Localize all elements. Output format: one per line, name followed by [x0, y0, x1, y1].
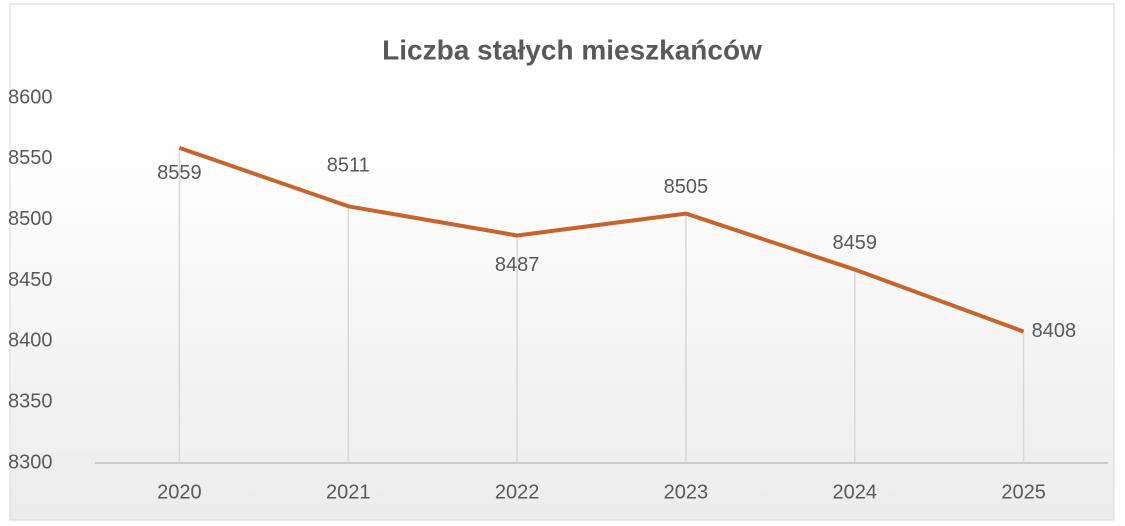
data-label: 8459 [833, 232, 878, 254]
data-label: 8511 [327, 155, 370, 177]
data-label: 8487 [495, 254, 540, 276]
line [178, 145, 1025, 334]
x-tick-label: 2021 [326, 481, 371, 503]
y-tick-label: 8450 [8, 269, 53, 291]
chart-title: Liczba stałych mieszkańców [382, 34, 762, 65]
x-tick-label: 2022 [495, 481, 540, 503]
y-tick-label: 8550 [8, 147, 53, 169]
data-label: 8559 [157, 162, 202, 184]
x-tick-label: 2025 [1001, 481, 1046, 503]
x-tick-label: 2024 [833, 481, 878, 503]
chart-frame [9, 3, 1115, 521]
data-label: 8505 [664, 176, 709, 198]
y-tick-label: 8300 [8, 451, 53, 473]
x-tick-label: 2020 [157, 481, 202, 503]
y-tick-label: 8600 [8, 86, 53, 108]
x-tick-label: 2023 [664, 481, 709, 503]
y-tick-label: 8350 [8, 390, 53, 412]
y-tick-label: 8500 [8, 208, 53, 230]
y-tick-label: 8400 [8, 330, 53, 352]
data-label: 8408 [1032, 320, 1077, 342]
